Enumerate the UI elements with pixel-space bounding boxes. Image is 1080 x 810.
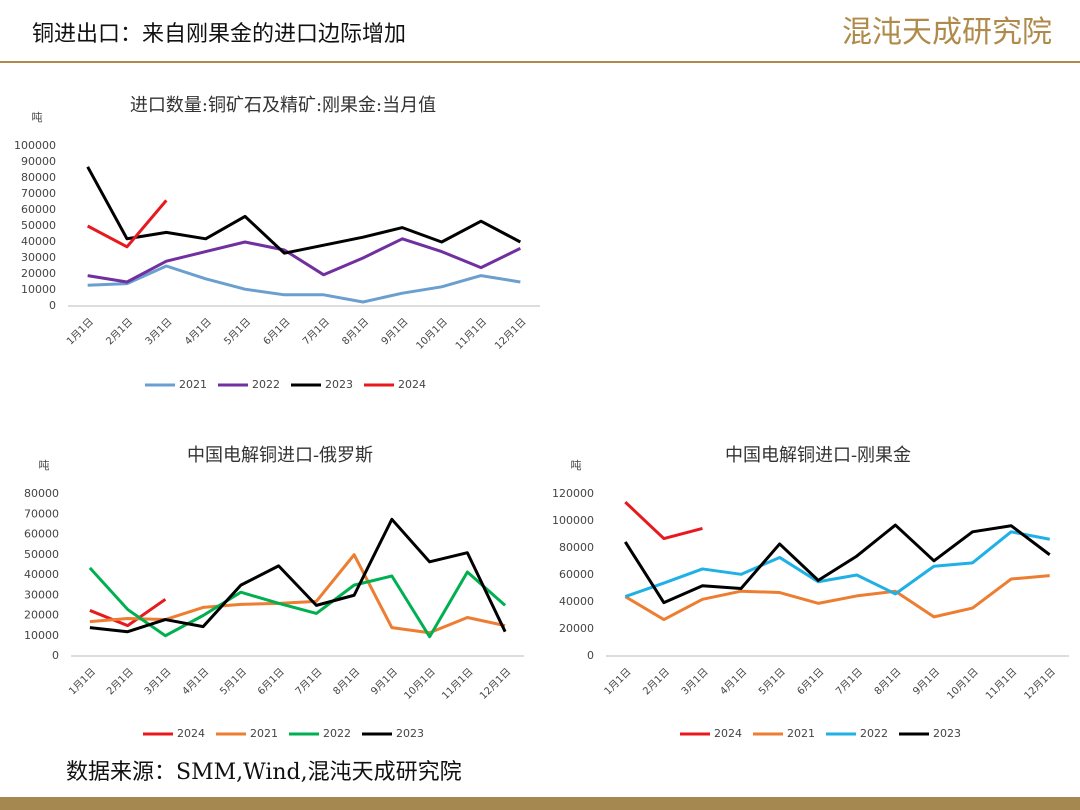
y-tick-label: 0 <box>49 299 56 312</box>
x-tick-label: 7月1日 <box>833 666 865 698</box>
legend-label: 2023 <box>933 727 961 740</box>
y-tick-label: 80000 <box>559 541 594 554</box>
series-line <box>89 517 507 634</box>
x-tick-label: 4月1日 <box>718 666 750 698</box>
y-tick-label: 30000 <box>24 588 59 601</box>
x-tick-label: 3月1日 <box>679 666 711 698</box>
x-tick-label: 6月1日 <box>261 316 293 348</box>
x-tick-label: 2月1日 <box>104 666 136 698</box>
x-tick-label: 1月1日 <box>602 666 634 698</box>
y-tick-label: 80000 <box>21 171 56 184</box>
x-tick-label: 5月1日 <box>217 666 249 698</box>
x-tick-label: 3月1日 <box>143 316 175 348</box>
x-tick-label: 10月1日 <box>402 666 438 702</box>
x-tick-label: 8月1日 <box>872 666 904 698</box>
series-line <box>89 598 167 628</box>
y-tick-label: 40000 <box>559 595 594 608</box>
y-tick-label: 120000 <box>552 487 594 500</box>
x-tick-label: 4月1日 <box>180 666 212 698</box>
x-tick-label: 2月1日 <box>640 666 672 698</box>
series-line <box>87 237 521 284</box>
series-line <box>624 574 1050 622</box>
legend-label: 2023 <box>325 378 353 391</box>
chart-title: 中国电解铜进口-刚果金 <box>725 445 911 466</box>
x-tick-label: 1月1日 <box>66 666 98 698</box>
x-tick-label: 8月1日 <box>331 666 363 698</box>
x-tick-label: 7月1日 <box>300 316 332 348</box>
legend-label: 2023 <box>396 727 424 740</box>
x-tick-label: 12月1日 <box>477 666 513 702</box>
y-tick-label: 20000 <box>559 622 594 635</box>
y-axis-unit: 吨 <box>571 459 582 472</box>
legend-label: 2021 <box>787 727 815 740</box>
series-line <box>87 264 521 304</box>
y-tick-label: 0 <box>52 649 59 662</box>
y-axis-unit: 吨 <box>32 111 43 124</box>
slide-title: 铜进出口：来自刚果金的进口边际增加 <box>32 22 406 47</box>
x-tick-label: 6月1日 <box>795 666 827 698</box>
y-tick-label: 60000 <box>21 203 56 216</box>
y-tick-label: 70000 <box>21 187 56 200</box>
x-tick-label: 6月1日 <box>255 666 287 698</box>
y-tick-label: 40000 <box>24 568 59 581</box>
x-tick-label: 2月1日 <box>104 316 136 348</box>
y-tick-label: 80000 <box>24 487 59 500</box>
x-tick-label: 9月1日 <box>911 666 943 698</box>
x-tick-label: 3月1日 <box>142 666 174 698</box>
y-tick-label: 40000 <box>21 235 56 248</box>
series-line <box>89 553 506 635</box>
chart-title: 进口数量:铜矿石及精矿:刚果金:当月值 <box>130 95 436 116</box>
legend-label: 2024 <box>714 727 742 740</box>
legend-label: 2021 <box>250 727 278 740</box>
logo: 混沌天成研究院 <box>842 15 1052 50</box>
series-line <box>86 199 168 249</box>
series-line <box>86 166 522 255</box>
x-tick-label: 11月1日 <box>983 666 1019 702</box>
x-tick-label: 4月1日 <box>182 316 214 348</box>
legend-label: 2024 <box>398 378 426 391</box>
y-tick-label: 20000 <box>21 267 56 280</box>
y-axis-unit: 吨 <box>39 459 50 472</box>
legend-label: 2022 <box>252 378 280 391</box>
y-tick-label: 50000 <box>21 219 56 232</box>
legend-label: 2021 <box>179 378 207 391</box>
x-tick-label: 7月1日 <box>293 666 325 698</box>
source: 数据来源：SMM,Wind,混沌天成研究院 <box>66 760 462 785</box>
x-tick-label: 10月1日 <box>414 316 450 352</box>
x-tick-label: 12月1日 <box>1022 666 1058 702</box>
y-tick-label: 50000 <box>24 548 59 561</box>
x-tick-label: 11月1日 <box>439 666 475 702</box>
footer-bar <box>0 797 1080 810</box>
x-tick-label: 1月1日 <box>64 316 96 348</box>
series-line <box>88 566 507 639</box>
y-tick-label: 90000 <box>21 155 56 168</box>
series-line <box>624 523 1051 605</box>
x-tick-label: 12月1日 <box>492 316 528 352</box>
y-tick-label: 100000 <box>14 139 56 152</box>
y-tick-label: 70000 <box>24 507 59 520</box>
legend-label: 2022 <box>860 727 888 740</box>
x-tick-label: 5月1日 <box>756 666 788 698</box>
y-tick-label: 100000 <box>552 514 594 527</box>
x-tick-label: 8月1日 <box>340 316 372 348</box>
legend-label: 2022 <box>323 727 351 740</box>
series-line <box>624 501 703 541</box>
x-tick-label: 5月1日 <box>222 316 254 348</box>
x-tick-label: 9月1日 <box>379 316 411 348</box>
y-tick-label: 30000 <box>21 251 56 264</box>
x-tick-label: 11月1日 <box>453 316 489 352</box>
y-tick-label: 20000 <box>24 609 59 622</box>
chart-title: 中国电解铜进口-俄罗斯 <box>187 445 373 466</box>
y-tick-label: 10000 <box>21 283 56 296</box>
series-line <box>624 530 1050 599</box>
x-tick-label: 9月1日 <box>368 666 400 698</box>
y-tick-label: 60000 <box>559 568 594 581</box>
y-tick-label: 10000 <box>24 629 59 642</box>
x-tick-label: 10月1日 <box>945 666 981 702</box>
y-tick-label: 0 <box>587 649 594 662</box>
y-tick-label: 60000 <box>24 528 59 541</box>
legend-label: 2024 <box>177 727 205 740</box>
